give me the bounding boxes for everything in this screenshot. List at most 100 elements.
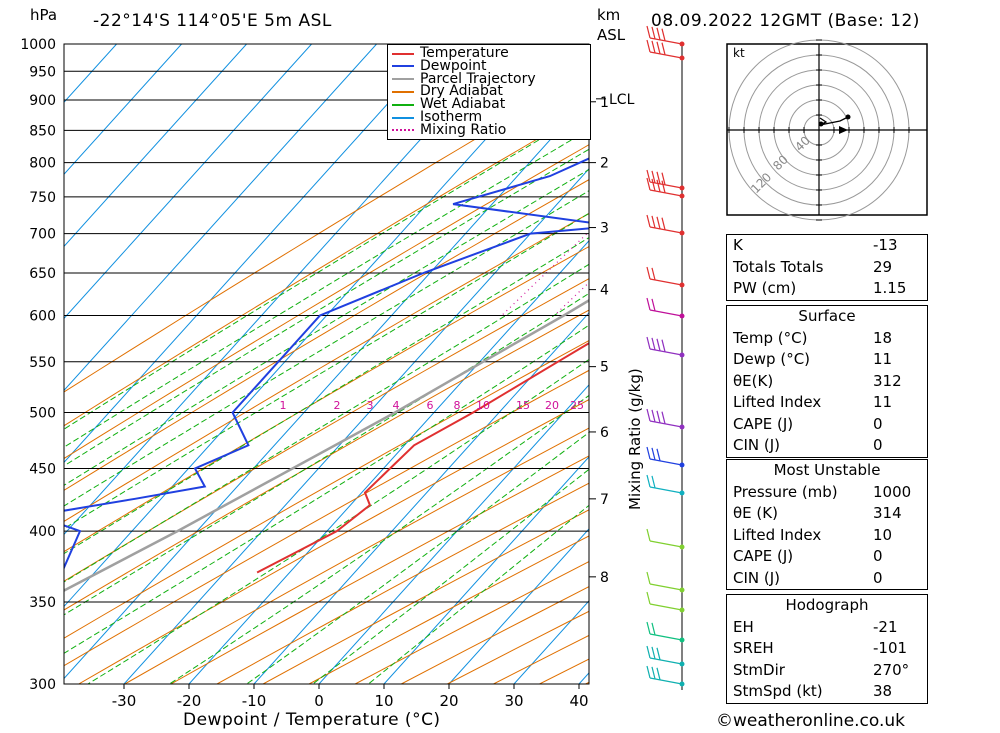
- index-row: Lifted Index 10: [727, 525, 927, 547]
- index-value: 0: [873, 547, 883, 565]
- wind-barb-feather: [646, 214, 651, 228]
- indices-table-top: K -13 Totals Totals 29 PW (cm) 1.15: [726, 234, 928, 301]
- wind-barb-feather: [646, 408, 651, 422]
- wind-barb-feather: [656, 27, 661, 40]
- wind-barb-feather: [661, 28, 666, 41]
- index-value: -101: [873, 639, 908, 657]
- dry-adiabat-line: [64, 179, 589, 491]
- isotherm-line: [64, 44, 507, 536]
- wind-barb-feather: [646, 39, 651, 53]
- pressure-tick-label: 350: [29, 595, 56, 611]
- index-row: CIN (J) 0: [727, 435, 927, 457]
- wind-barb-shaft: [649, 677, 683, 685]
- wind-barb-feather: [646, 266, 651, 280]
- credit-link[interactable]: ©weatheronline.co.uk: [716, 711, 906, 731]
- legend-swatch: [392, 116, 414, 119]
- isotherm-line: [64, 44, 182, 176]
- km-label: km: [597, 6, 621, 24]
- index-key: θE (K): [733, 504, 778, 522]
- height-tick-label: 7: [600, 492, 609, 508]
- height-tick-label: 4: [600, 283, 609, 299]
- index-key: Lifted Index: [733, 393, 822, 411]
- temp-tick-label: 0: [314, 692, 324, 710]
- index-value: -13: [873, 236, 898, 254]
- isotherm-line: [64, 95, 589, 680]
- dry-adiabat-line: [64, 144, 589, 460]
- temp-tick-label: 30: [504, 692, 523, 710]
- index-row: StmDir 270°: [727, 660, 927, 682]
- isotherm-line: [253, 312, 589, 684]
- pressure-tick-label: 900: [29, 93, 56, 109]
- index-key: CIN (J): [733, 568, 781, 587]
- wind-barb-feather: [651, 267, 656, 281]
- dry-adiabat-line: [78, 399, 589, 684]
- wind-barb-feather: [651, 622, 656, 636]
- wind-barb-feather: [656, 410, 661, 423]
- index-key: CIN (J): [733, 436, 781, 454]
- wind-barb-shaft: [649, 583, 683, 591]
- pressure-unit-label: hPa: [30, 6, 58, 24]
- index-row: K -13: [727, 235, 927, 257]
- hodograph-point: [818, 121, 824, 127]
- wind-barb-feather: [661, 172, 666, 185]
- wind-barb-feather: [656, 216, 661, 229]
- wet-adiabat-line: [64, 168, 589, 486]
- height-axis: 8 7 6 5 4 3 2 1 LCL: [589, 92, 635, 586]
- pressure-tick-label: 500: [29, 405, 56, 421]
- wind-barb-feather: [656, 448, 661, 461]
- wind-barb-shaft: [649, 181, 683, 189]
- dry-adiabat-line: [64, 108, 589, 427]
- dry-adiabat-line: [64, 340, 589, 639]
- wind-barb-feather: [646, 528, 651, 542]
- parcel-trajectory-profile: [64, 298, 589, 592]
- mixing-ratio-label: 25: [570, 399, 584, 412]
- wet-adiabat-line: [169, 394, 589, 684]
- height-tick-label: 1: [600, 95, 609, 111]
- pressure-tick-label: 750: [29, 190, 56, 206]
- mixing-ratio-label: 1: [280, 399, 287, 412]
- index-value: 11: [873, 350, 893, 368]
- index-row: Temp (°C) 18: [727, 328, 927, 350]
- legend-label: Dry Adiabat: [420, 83, 503, 100]
- index-key: Dewp (°C): [733, 350, 811, 368]
- index-key: PW (cm): [733, 279, 797, 297]
- chart-legend: Temperature Dewpoint Parcel Trajectory Dry …: [387, 44, 591, 140]
- indices-table-surface: Surface Temp (°C) 18 Dewp (°C) 11 θE(K) 312 Lif…: [726, 305, 928, 458]
- index-row: SREH -101: [727, 638, 927, 660]
- wind-barb-shaft: [649, 226, 683, 234]
- temp-tick-label: 10: [374, 692, 393, 710]
- index-row: StmSpd (kt) 38: [727, 681, 927, 703]
- legend-swatch: [392, 129, 414, 132]
- legend-label: Mixing Ratio: [420, 121, 507, 138]
- wet-adiabat-line: [64, 237, 589, 555]
- wind-barb-feather: [646, 571, 651, 585]
- pressure-tick-label: 800: [29, 156, 56, 172]
- index-value: 270°: [873, 660, 910, 679]
- datetime-title: 08.09.2022 12GMT (Base: 12): [651, 11, 920, 31]
- wind-barb-feather: [651, 337, 656, 351]
- legend-label: Temperature: [420, 45, 509, 61]
- height-tick-label: 5: [600, 360, 609, 376]
- index-value: 38: [873, 682, 893, 700]
- index-row: CIN (J) 0: [727, 568, 927, 590]
- index-row: Totals Totals 29: [727, 257, 927, 279]
- temp-tick-label: -10: [242, 692, 267, 710]
- index-key: EH: [733, 617, 754, 636]
- wind-barb-shaft: [649, 189, 683, 197]
- wind-barb-feather: [656, 667, 661, 680]
- pressure-tick-label: 950: [29, 64, 56, 80]
- legend-item: Dewpoint: [392, 59, 487, 73]
- index-row: CAPE (J) 0: [727, 414, 927, 436]
- temp-tick-label: -30: [112, 692, 137, 710]
- wind-barb-feather: [646, 446, 651, 460]
- table-section-title: Surface: [798, 307, 856, 325]
- index-row: Dewp (°C) 11: [727, 349, 927, 371]
- legend-swatch: [392, 78, 414, 81]
- index-row: Lifted Index 11: [727, 392, 927, 414]
- mixing-ratio-axis-title: Mixing Ratio (g/kg): [626, 368, 644, 510]
- wind-barb-shaft: [649, 348, 683, 356]
- wind-barb-feather: [646, 591, 651, 605]
- wind-barb-feather: [646, 177, 651, 191]
- index-row: Pressure (mb) 1000: [727, 482, 927, 504]
- legend-item: Parcel Trajectory: [392, 72, 536, 86]
